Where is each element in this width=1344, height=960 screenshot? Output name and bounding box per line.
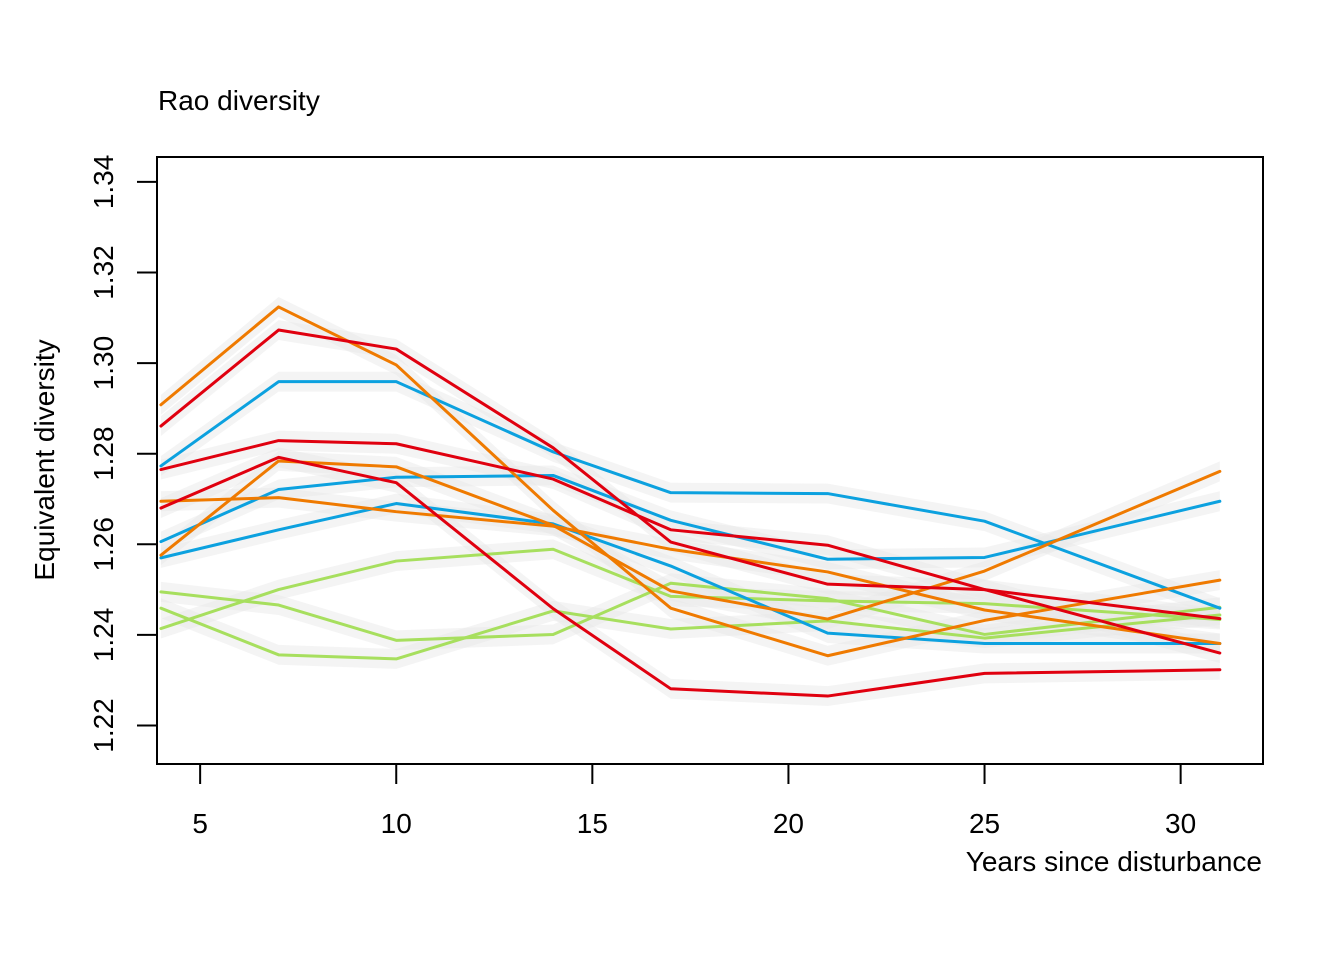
- y-tick-label: 1.28: [88, 426, 119, 481]
- y-tick-label: 1.24: [88, 608, 119, 663]
- y-tick-label: 1.22: [88, 698, 119, 753]
- x-axis: 5 10 15 20 25 30: [192, 764, 1196, 839]
- x-axis-label: Years since disturbance: [966, 846, 1262, 877]
- y-axis-label: Equivalent diversity: [29, 339, 60, 580]
- series-line-5: [159, 473, 1222, 561]
- y-tick-label: 1.30: [88, 336, 119, 391]
- y-axis: 1.22 1.24 1.26 1.28 1.30 1.32 1.34: [88, 155, 157, 753]
- x-tick-label: 5: [192, 808, 208, 839]
- series-line-12: [159, 328, 1222, 655]
- chart-title: Rao diversity: [158, 85, 320, 116]
- y-tick-label: 1.26: [88, 517, 119, 572]
- x-tick-label: 20: [773, 808, 804, 839]
- series-line-1: [159, 581, 1222, 642]
- confidence-band-3: [160, 539, 1220, 639]
- x-tick-label: 15: [577, 808, 608, 839]
- series-line-8: [159, 496, 1222, 646]
- confidence-band-7: [160, 450, 1220, 630]
- y-tick-label: 1.32: [88, 245, 119, 300]
- series-line-6: [159, 380, 1222, 610]
- confidence-band-9: [160, 296, 1220, 666]
- confidence-band-10: [160, 447, 1220, 707]
- x-tick-label: 10: [381, 808, 412, 839]
- series-line-9: [159, 305, 1222, 658]
- confidence-band-5: [160, 465, 1220, 570]
- series-line-2: [159, 606, 1222, 661]
- y-tick-label: 1.34: [88, 155, 119, 210]
- series-lines: [159, 305, 1222, 698]
- confidence-band-6: [160, 371, 1220, 619]
- confidence-band-8: [160, 487, 1220, 654]
- series-line-10: [159, 455, 1222, 698]
- confidence-band-1: [160, 573, 1220, 651]
- series-line-11: [159, 439, 1222, 621]
- plot-frame: [156, 156, 1264, 765]
- x-tick-label: 25: [969, 808, 1000, 839]
- x-tick-label: 30: [1165, 808, 1196, 839]
- series-line-4: [159, 502, 1222, 646]
